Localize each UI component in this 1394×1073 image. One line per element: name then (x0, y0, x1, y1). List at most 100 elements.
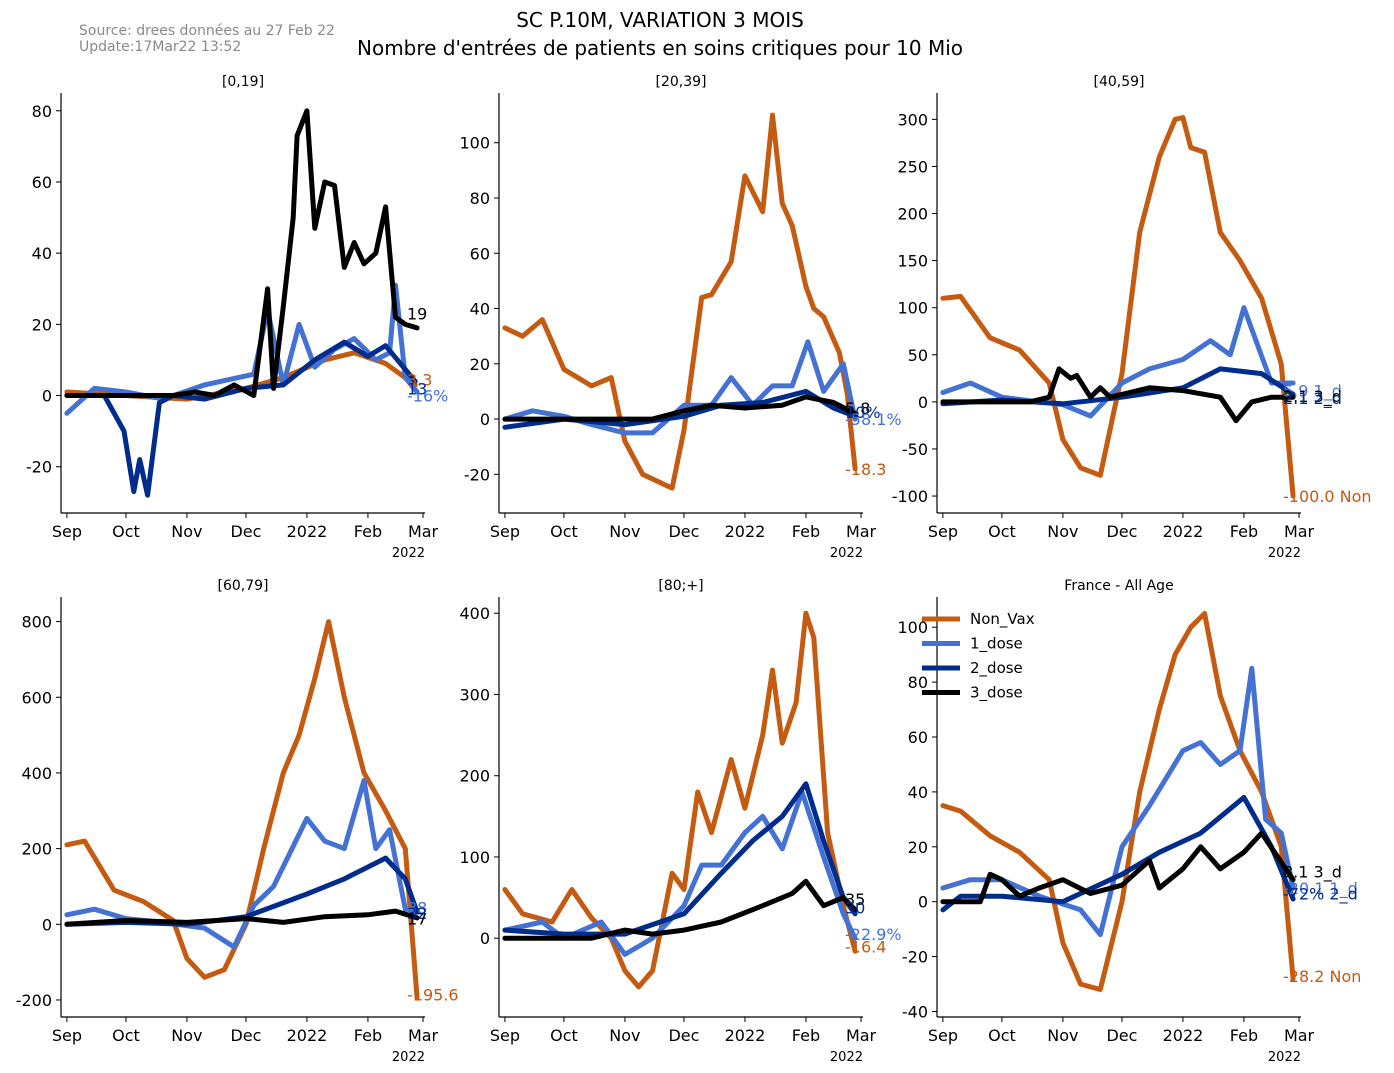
panel-3: [40,59] -100 -50 0 50 100 150 200 250 300 Sep Oct No… (892, 74, 1372, 561)
end-label-2-dose: -72% 2_d (1283, 884, 1358, 904)
x-tick-label: Feb (1230, 1026, 1258, 1045)
y-tick-label: 0 (42, 915, 52, 934)
x-tick-label: Sep (490, 522, 520, 541)
x-tick-label: Nov (1047, 522, 1078, 541)
x-tick-label: Oct (550, 1026, 578, 1045)
y-tick-label: -20 (902, 948, 928, 967)
x-tick-label: Mar (1284, 522, 1315, 541)
y-tick-label: -50 (902, 440, 928, 459)
y-tick-label: 0 (480, 410, 490, 429)
y-tick-label: 200 (459, 767, 490, 786)
legend: Non_Vax 1_dose 2_dose 3_dose (922, 610, 1035, 703)
y-tick-label: -100 (892, 487, 928, 506)
x-tick-label: Nov (609, 1026, 640, 1045)
series-line-1-dose (502, 789, 858, 957)
chart-title-line-2: Nombre d'entrées de patients en soins cr… (357, 36, 963, 60)
y-tick-label: 20 (32, 315, 52, 334)
panel-6: France - All Age -40 -20 0 20 40 60 80 100 Sep Oct… (897, 578, 1361, 1065)
end-label-3-dose: 35 (845, 890, 865, 909)
end-label-non-vax: 3.3 (407, 371, 432, 390)
y-tick-label: 40 (470, 300, 490, 319)
y-tick-label: 60 (470, 244, 490, 263)
x-tick-label: Mar (846, 1026, 877, 1045)
panel-5: [80;+] 0 100 200 300 400 Sep Oct Nov Dec 2022 Feb Ma… (459, 578, 901, 1065)
x-tick-label: Feb (792, 522, 820, 541)
end-label-1-dose: 38 (407, 898, 427, 917)
x-tick-label: Sep (52, 522, 82, 541)
x-tick-label: Sep (490, 1026, 520, 1045)
x-tick-label: Sep (52, 1026, 82, 1045)
y-tick-label: 100 (897, 299, 928, 318)
panels: [0,19] -20 0 20 40 60 80 Sep Oct Nov Dec 2022 Feb Mar… (16, 74, 1372, 1065)
x-tick-label: Mar (408, 1026, 439, 1045)
y-tick-label: 20 (908, 838, 928, 857)
y-tick-label: -20 (26, 458, 52, 477)
panel-1: [0,19] -20 0 20 40 60 80 Sep Oct Nov Dec 2022 Feb Mar… (26, 74, 448, 561)
y-tick-label: 100 (897, 618, 928, 637)
x-tick-label: Dec (1106, 522, 1137, 541)
x-tick-label: 2022 (725, 1026, 766, 1045)
panel-title: [0,19] (222, 74, 264, 90)
y-tick-label: 40 (908, 783, 928, 802)
end-label-non-vax: -28.2 Non (1283, 967, 1361, 986)
series-group (64, 108, 420, 498)
x-tick-label: 2022 (1163, 522, 1204, 541)
x-tick-label: 2022 (287, 522, 328, 541)
end-label-1-dose: -16% (407, 387, 448, 406)
series-group (502, 610, 858, 990)
end-label-3-dose: 17 (407, 910, 427, 929)
x-tick-label: 2022 (287, 1026, 328, 1045)
end-label-non-vax: -100.0 Non (1283, 487, 1372, 506)
end-label-1-dose: -22.9% (845, 925, 902, 944)
end-label-non-vax: -16.4 (845, 937, 886, 956)
panel-title: [40,59] (1093, 74, 1144, 90)
x-tick-label: Mar (1284, 1026, 1315, 1045)
chart-title-line-1: SC P.10M, VARIATION 3 MOIS (516, 8, 804, 32)
series-line-3-dose (502, 878, 858, 941)
series-line-3-dose (940, 366, 1296, 424)
y-tick-label: 50 (908, 346, 928, 365)
x-tick-label: Dec (1106, 1026, 1137, 1045)
source-line-1: Source: drees données au 27 Feb 22 (79, 23, 335, 39)
x-year-label: 2022 (1268, 1050, 1301, 1065)
panel-4: [60,79] -200 0 200 400 600 800 Sep Oct Nov Dec 2022… (16, 578, 459, 1065)
x-tick-label: Sep (928, 522, 958, 541)
y-tick-label: 40 (32, 244, 52, 263)
y-tick-label: 150 (897, 252, 928, 271)
y-tick-label: 0 (918, 893, 928, 912)
x-tick-label: Nov (171, 522, 202, 541)
x-tick-label: Nov (1047, 1026, 1078, 1045)
legend-label-3-dose: 3_dose (970, 684, 1023, 703)
panel-2: [20,39] -20 0 20 40 60 80 100 Sep Oct Nov Dec 2022 Fe… (459, 74, 901, 561)
end-label-1-dose: -20.1 1_d (1283, 879, 1358, 899)
x-tick-label: Dec (668, 522, 699, 541)
end-label-2-dose: 13 (407, 379, 427, 398)
end-label-2-dose: 30 (845, 898, 865, 917)
y-tick-label: 300 (459, 685, 490, 704)
y-tick-label: 200 (897, 205, 928, 224)
y-tick-label: 800 (21, 613, 52, 632)
end-label-2-dose: 32 (407, 904, 427, 923)
x-tick-label: Oct (550, 522, 578, 541)
series-line-non-vax (940, 115, 1296, 499)
series-line-non-vax (64, 619, 420, 1001)
y-tick-label: 80 (908, 673, 928, 692)
end-label-3-dose: 8.1 3_d (1283, 863, 1342, 883)
x-tick-label: Feb (1230, 522, 1258, 541)
series-line-3-dose (64, 108, 420, 398)
end-label-3-dose: 5.8 (845, 399, 870, 418)
y-tick-label: 100 (459, 134, 490, 153)
x-tick-label: Oct (112, 1026, 140, 1045)
x-tick-label: Oct (112, 522, 140, 541)
x-year-label: 2022 (392, 546, 425, 561)
end-label-3-dose: 2.1 3_d (1283, 387, 1342, 407)
x-tick-label: Oct (988, 522, 1016, 541)
end-label-non-vax: -18.3 (845, 460, 886, 479)
x-tick-label: Oct (988, 1026, 1016, 1045)
legend-label-non-vax: Non_Vax (970, 610, 1035, 629)
y-tick-label: 0 (918, 393, 928, 412)
x-tick-label: Sep (928, 1026, 958, 1045)
end-label-3-dose: 19 (407, 305, 427, 324)
end-label-non-vax: -195.6 (407, 985, 459, 1004)
x-tick-label: Dec (230, 1026, 261, 1045)
